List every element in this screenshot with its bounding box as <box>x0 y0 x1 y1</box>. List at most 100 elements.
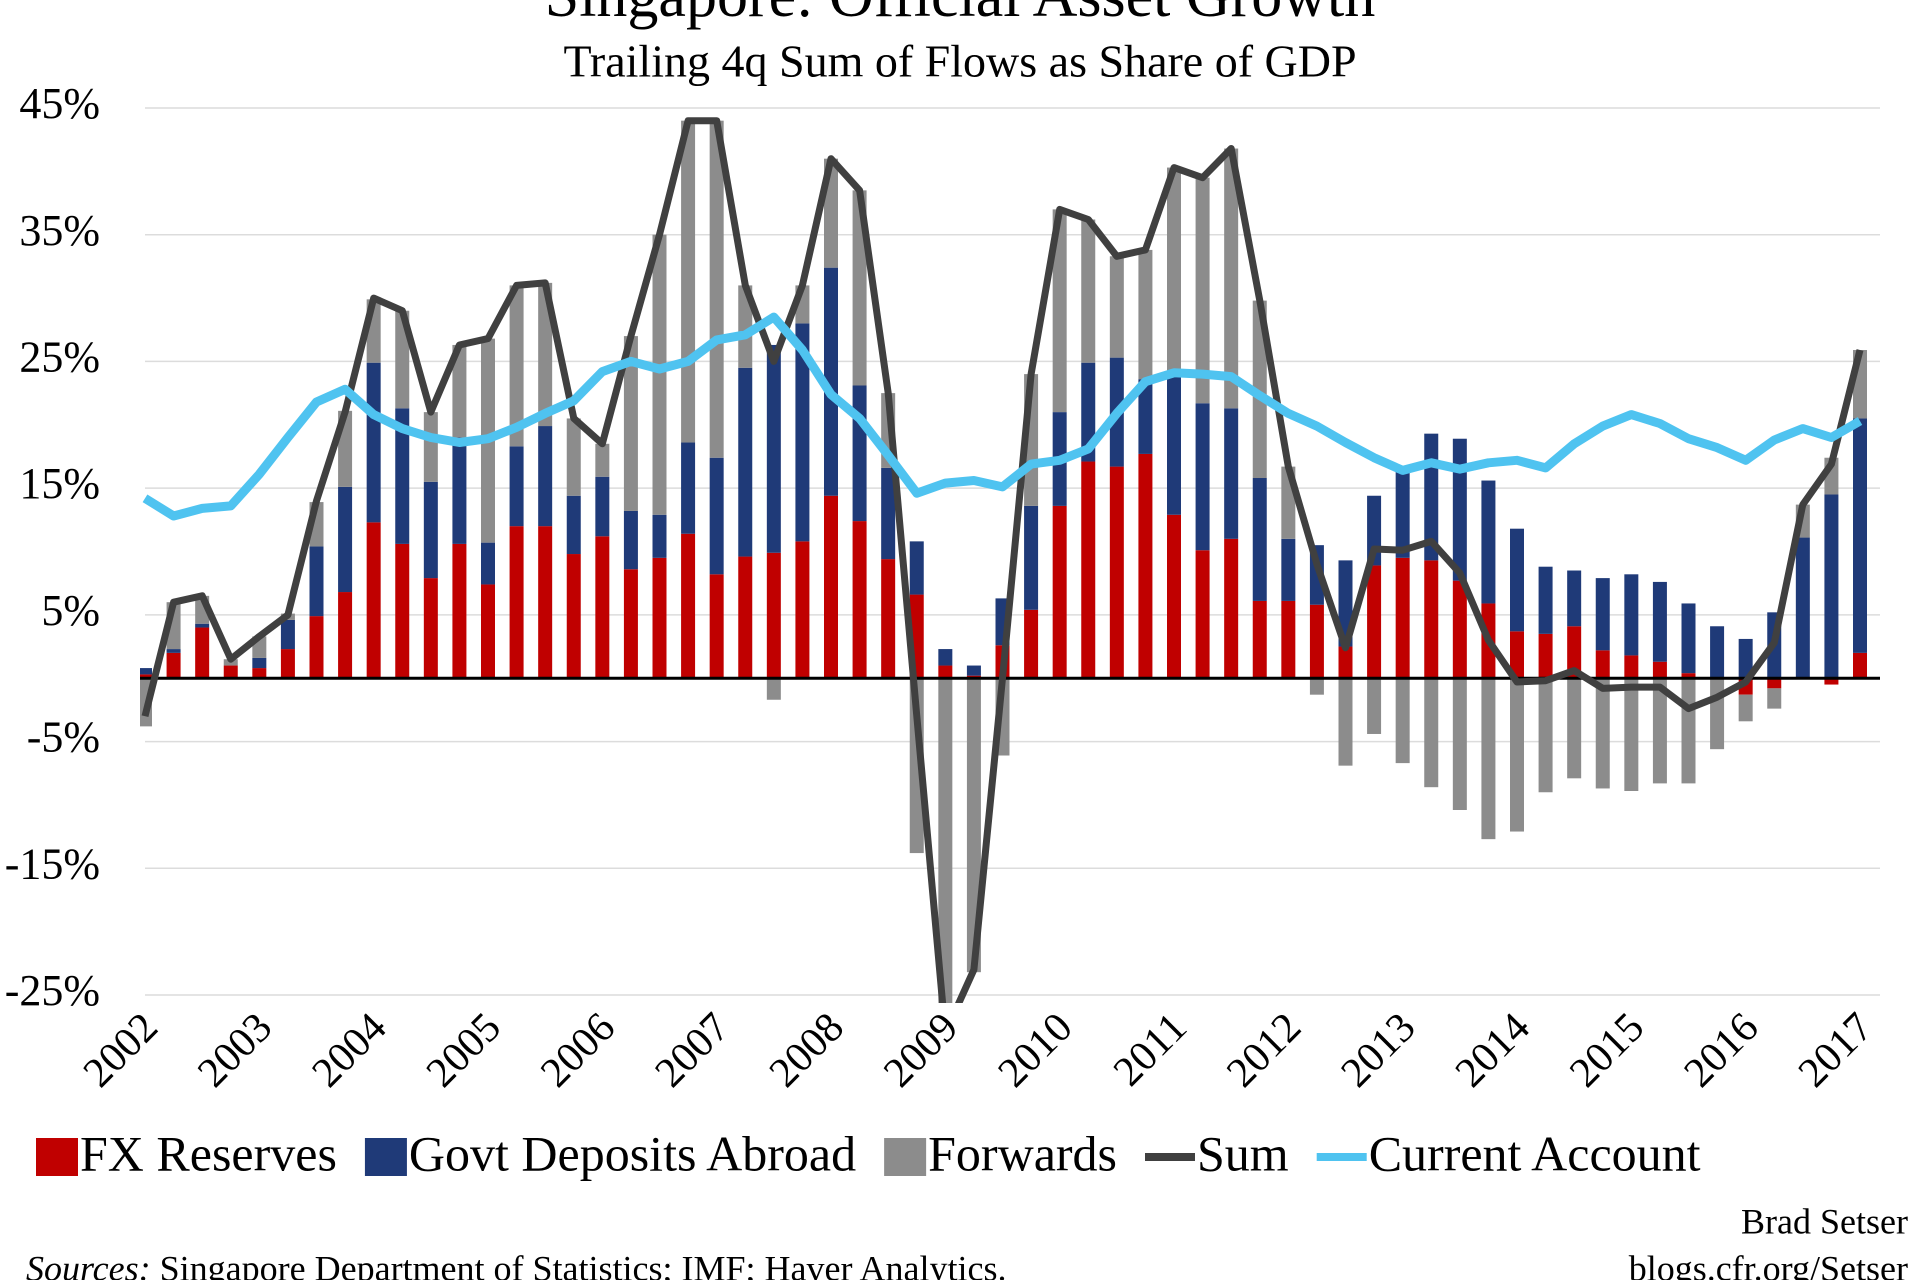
bar <box>1538 566 1553 634</box>
bar <box>1281 538 1296 601</box>
x-tick-label: 2008 <box>761 1004 853 1096</box>
url: blogs.cfr.org/Setser <box>1629 1248 1908 1280</box>
bar <box>1252 478 1267 601</box>
bar <box>738 285 753 368</box>
bar <box>1738 694 1753 722</box>
bar <box>824 495 838 679</box>
bar <box>1081 219 1096 363</box>
y-tick-label: 25% <box>19 333 100 382</box>
legend-swatch <box>36 1138 78 1176</box>
bar <box>1424 560 1439 679</box>
bar <box>824 267 838 496</box>
bar <box>1710 678 1725 750</box>
bar <box>1195 550 1210 679</box>
bar <box>481 542 495 585</box>
bar <box>766 552 781 679</box>
bar <box>1624 678 1639 791</box>
x-tick-label: 2002 <box>75 1004 167 1096</box>
bar <box>1252 300 1267 479</box>
bar <box>1510 528 1524 632</box>
bar <box>509 285 524 447</box>
bar <box>1652 581 1667 662</box>
bar <box>1824 494 1839 679</box>
bar <box>652 514 667 558</box>
bar <box>1681 678 1696 784</box>
x-tick-label: 2007 <box>647 1004 739 1096</box>
bar <box>1538 678 1553 793</box>
bar <box>423 481 438 579</box>
bar <box>1395 557 1410 679</box>
x-tick-label: 2011 <box>1105 1004 1196 1095</box>
bar <box>1853 418 1867 653</box>
bar <box>1338 646 1353 679</box>
bar <box>1281 600 1296 679</box>
bar <box>1167 375 1181 515</box>
bar <box>309 616 324 679</box>
bar <box>338 486 353 593</box>
source-label: Sources: <box>26 1248 151 1280</box>
bar <box>738 556 753 679</box>
legend-label: Forwards <box>928 1125 1117 1181</box>
x-tick-label: 2009 <box>875 1004 967 1096</box>
bar <box>1510 631 1524 679</box>
bar <box>452 437 467 544</box>
bar <box>452 543 467 679</box>
bar <box>1338 678 1353 766</box>
bar <box>1024 609 1039 679</box>
bar <box>395 543 410 679</box>
bar <box>1481 678 1496 840</box>
bar <box>795 541 810 679</box>
chart-title: Singapore: Official Asset Growth <box>545 0 1376 30</box>
bar <box>1452 678 1467 810</box>
bar <box>1367 678 1382 734</box>
bar <box>881 559 896 679</box>
bar <box>509 526 524 679</box>
bar <box>709 574 724 679</box>
bar <box>938 649 953 666</box>
bar <box>395 408 410 544</box>
bar <box>166 649 181 653</box>
bar <box>1224 538 1239 679</box>
bar <box>623 336 638 511</box>
bar <box>966 665 981 676</box>
bar <box>1624 574 1639 656</box>
bar <box>1452 580 1467 679</box>
bar <box>1367 565 1382 679</box>
source-note: Singapore Department of Statistics; IMF;… <box>160 1248 1007 1280</box>
bar <box>280 649 295 679</box>
y-tick-label: 15% <box>19 459 100 508</box>
line-series <box>141 117 1864 1003</box>
bar <box>595 536 610 679</box>
legend-label: Current Account <box>1369 1125 1701 1181</box>
bar <box>566 554 581 679</box>
bar <box>1224 408 1239 539</box>
bar <box>595 443 610 477</box>
bar <box>938 678 953 1003</box>
bar <box>1681 673 1696 679</box>
bar <box>681 442 696 534</box>
legend-label: FX Reserves <box>80 1125 337 1181</box>
bar <box>309 546 324 617</box>
bar <box>566 418 581 496</box>
bar <box>709 457 724 575</box>
x-tick-label: 2003 <box>189 1004 281 1096</box>
y-tick-label: 45% <box>19 79 100 128</box>
bar <box>623 510 638 570</box>
bar <box>538 526 553 679</box>
bar <box>481 584 495 679</box>
x-tick-label: 2015 <box>1561 1004 1653 1096</box>
chart-subtitle: Trailing 4q Sum of Flows as Share of GDP <box>563 36 1356 87</box>
x-tick-label: 2013 <box>1333 1004 1425 1096</box>
bar <box>538 426 553 527</box>
bar <box>538 282 553 427</box>
plot-area <box>140 117 1880 1003</box>
bar <box>1309 604 1324 679</box>
bar <box>1567 570 1582 627</box>
bar <box>1452 438 1467 581</box>
bar <box>738 367 753 557</box>
bar <box>1138 453 1153 679</box>
bar <box>1167 514 1181 679</box>
bar <box>1681 603 1696 674</box>
bar <box>1195 403 1210 551</box>
bar <box>652 234 667 515</box>
